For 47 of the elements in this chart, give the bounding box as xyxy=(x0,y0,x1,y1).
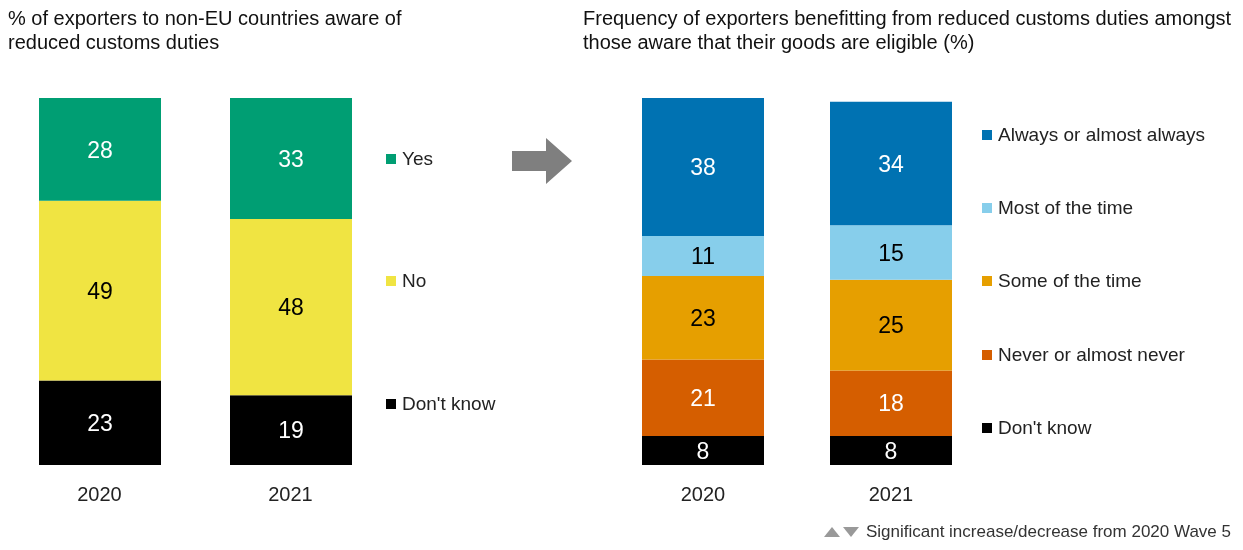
data-label: 8 xyxy=(696,437,710,464)
data-label: 23 xyxy=(690,305,716,331)
text: Significant increase/decrease from 2020 Wave 5 xyxy=(865,522,1231,542)
legend-label: Some of the time xyxy=(998,270,1142,293)
bar xyxy=(230,395,352,465)
data-label: 28 xyxy=(87,136,113,163)
bar xyxy=(642,98,764,237)
bar xyxy=(642,359,764,436)
bar xyxy=(830,101,952,226)
bar xyxy=(642,236,764,277)
chart-title: Frequency of exporters benefitting from reduced customs duties amongst those aware that their goods are eligible (%) xyxy=(583,6,1233,54)
bar xyxy=(39,200,161,381)
data-label: 33 xyxy=(278,145,304,172)
data-label: 25 xyxy=(878,312,904,339)
data-label: 21 xyxy=(690,384,716,411)
data-label: 11 xyxy=(691,243,715,270)
x-tick-label: 2021 xyxy=(268,483,313,506)
bar xyxy=(642,276,764,360)
bar xyxy=(39,380,161,465)
legend-label: Most of the time xyxy=(998,197,1134,220)
legend-label: Never or almost never xyxy=(998,343,1185,366)
legend-label: Always or almost always xyxy=(998,123,1205,146)
x-tick-label: 2020 xyxy=(77,483,122,506)
data-label: 23 xyxy=(87,409,113,436)
bar xyxy=(830,225,952,280)
legend-label: Don't know xyxy=(998,417,1092,440)
legend-label: Don't know xyxy=(402,392,496,415)
data-label: 48 xyxy=(278,294,304,321)
data-label: 19 xyxy=(278,417,304,444)
bar xyxy=(642,435,764,465)
x-tick-label: 2021 xyxy=(868,483,914,506)
bar xyxy=(830,370,952,436)
data-label: 34 xyxy=(878,150,904,177)
legend-label: No xyxy=(402,270,427,293)
bar xyxy=(230,219,352,396)
bar xyxy=(230,98,352,220)
data-label: 38 xyxy=(690,154,716,181)
data-label: 49 xyxy=(87,277,113,304)
bar xyxy=(830,279,952,371)
chart-title: % of exporters to non-EU countries aware of reduced customs duties xyxy=(8,6,403,54)
bar xyxy=(39,98,161,201)
x-tick-label: 2020 xyxy=(680,483,726,506)
legend-label: Yes xyxy=(402,148,433,171)
data-label: 15 xyxy=(878,239,904,266)
bar xyxy=(830,435,952,465)
data-label: 8 xyxy=(884,437,898,464)
data-label: 18 xyxy=(878,390,904,417)
